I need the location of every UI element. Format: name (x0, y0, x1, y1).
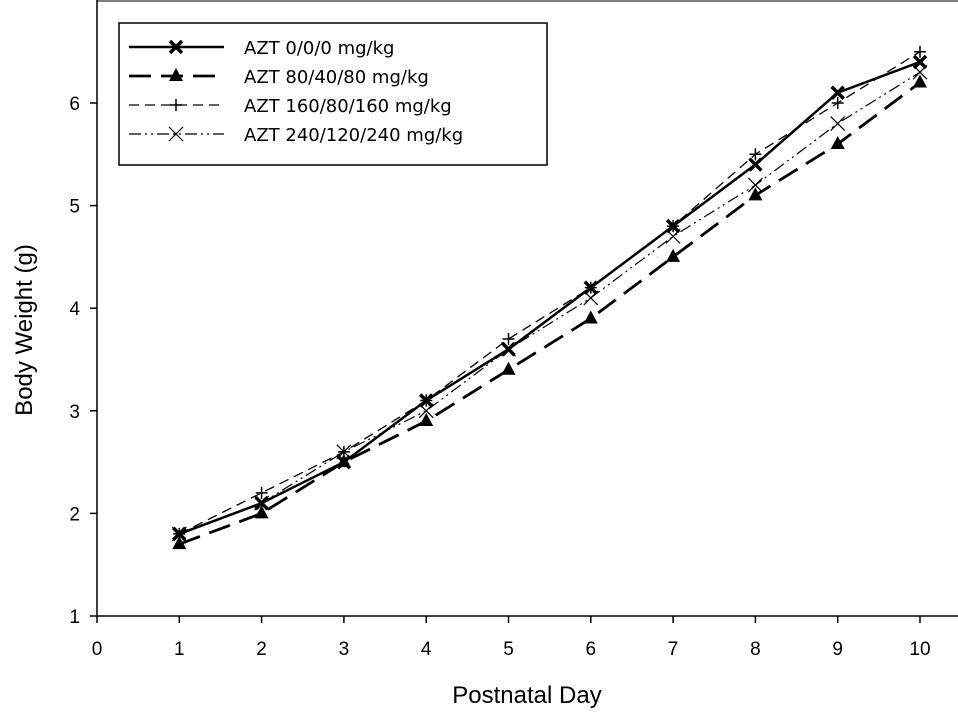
data-point (501, 341, 516, 357)
data-point (830, 85, 845, 100)
data-point (254, 505, 269, 519)
series-3 (173, 45, 926, 540)
y-tick-label: 4 (69, 299, 80, 320)
x-axis-title: Postnatal Day (452, 682, 601, 709)
data-point (420, 394, 433, 407)
data-point (912, 54, 928, 70)
x-tick-label: 9 (832, 639, 843, 660)
legend-label: AZT 80/40/80 mg/kg (244, 67, 429, 88)
x-tick-label: 7 (668, 639, 679, 660)
x-tick-label: 8 (750, 639, 761, 660)
data-point (914, 45, 926, 58)
legend-marker (170, 99, 182, 111)
data-point (419, 413, 434, 427)
data-point (830, 136, 845, 150)
legend-label: AZT 160/80/160 mg/kg (244, 96, 452, 117)
x-tick-label: 6 (586, 639, 597, 660)
data-point (336, 444, 352, 460)
data-point (748, 187, 763, 201)
series-layer (171, 45, 928, 550)
data-point (171, 526, 187, 542)
series-2 (172, 74, 927, 550)
data-point (583, 290, 599, 306)
data-point (336, 454, 351, 468)
legend-marker (168, 39, 184, 55)
y-axis-title: Body Weight (g) (11, 244, 38, 416)
series-line (178, 81, 921, 546)
data-point (748, 157, 763, 172)
data-point (665, 228, 681, 244)
data-point (583, 310, 598, 324)
data-point (501, 361, 516, 375)
legend-marker (169, 68, 183, 81)
data-point (666, 248, 681, 262)
y-tick-label: 5 (69, 197, 80, 218)
data-point (749, 148, 762, 161)
data-point (418, 403, 434, 419)
series-line (179, 71, 921, 535)
legend-label: AZT 0/0/0 mg/kg (244, 38, 394, 59)
x-tick-label: 10 (909, 639, 930, 660)
y-tick-label: 2 (69, 504, 80, 525)
data-point (667, 220, 680, 233)
y-tick-label: 6 (69, 94, 80, 115)
series-4 (171, 64, 928, 542)
legend-label: AZT 240/120/240 mg/kg (244, 125, 463, 146)
legend: AZT 0/0/0 mg/kg AZT 80/40/80 mg/kg AZT 160… (118, 22, 548, 166)
x-tick-label: 1 (174, 639, 185, 660)
y-tick-label: 1 (69, 607, 80, 628)
data-point (912, 64, 928, 80)
data-point (254, 495, 270, 511)
x-tick-label: 4 (421, 639, 432, 660)
series-line (179, 51, 921, 535)
data-point (747, 177, 763, 193)
legend-marker (168, 126, 184, 142)
data-point (831, 97, 844, 109)
data-point (584, 281, 597, 294)
x-tick-label: 2 (256, 639, 267, 660)
x-tick-label: 5 (503, 639, 514, 660)
data-point (830, 116, 846, 131)
x-tick-label: 0 (92, 639, 103, 660)
data-point (502, 332, 515, 345)
y-tick-label: 3 (69, 402, 80, 423)
data-point (913, 74, 927, 88)
x-tick-label: 3 (339, 639, 350, 660)
data-point (172, 536, 187, 550)
data-point (255, 486, 268, 499)
